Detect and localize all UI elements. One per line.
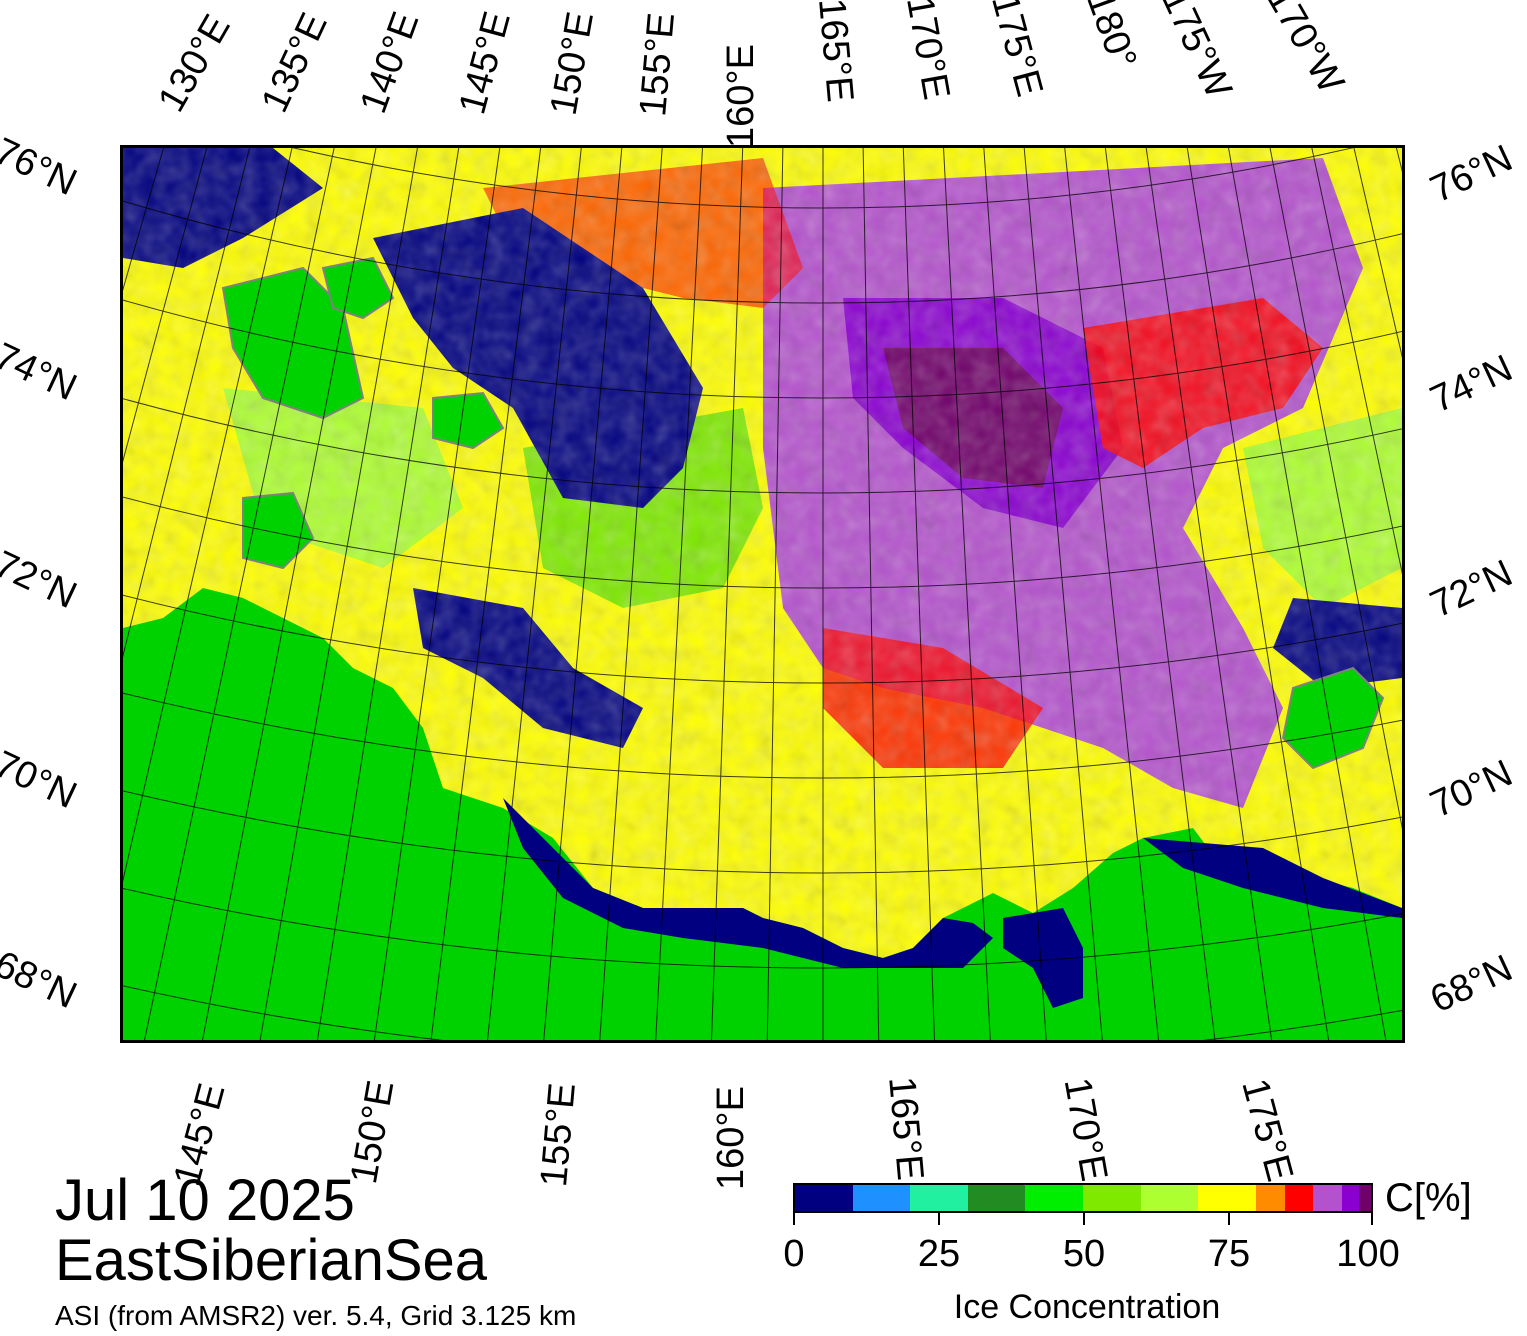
lon-label-top: 160°E — [720, 44, 762, 148]
product-info: ASI (from AMSR2) ver. 5.4, Grid 3.125 km — [55, 1300, 577, 1331]
lon-label-top: 165°E — [810, 0, 861, 104]
meridian-line — [1023, 148, 1103, 1040]
map-canvas — [123, 148, 1402, 1040]
meridian-line — [316, 148, 460, 1040]
meridian-line — [1353, 148, 1402, 359]
lat-label-left: 68°N — [0, 943, 83, 1018]
wrangel-island — [1281, 666, 1385, 770]
colorbar-segment — [1140, 1185, 1199, 1211]
meridian-line — [373, 148, 501, 1040]
chaun-bay-water — [1003, 908, 1083, 1008]
meridian-line — [711, 148, 744, 1040]
meridian-line — [430, 148, 542, 1040]
colorbar-tick-label: 50 — [1062, 1233, 1106, 1275]
lat-label-right: 68°N — [1424, 947, 1519, 1022]
colorbar-segment — [1342, 1185, 1360, 1211]
colorbar — [793, 1183, 1373, 1213]
meridian-line — [1228, 148, 1387, 1040]
lon-label-top: 175°W — [1153, 0, 1240, 105]
meridian-line — [487, 148, 582, 1040]
meridian-line — [655, 148, 703, 1040]
meridian-line — [202, 148, 377, 1040]
colorbar-segment — [910, 1185, 968, 1211]
colorbar-segment — [1313, 1185, 1343, 1211]
lat-label-left: 74°N — [0, 335, 83, 410]
meridian-line — [862, 148, 880, 1040]
meridian-line — [144, 148, 335, 1040]
lat-label-right: 74°N — [1424, 347, 1519, 422]
colorbar-segment — [967, 1185, 1026, 1211]
meridian-line — [1186, 148, 1330, 1040]
meridian-line — [1311, 148, 1402, 575]
lat-label-right: 76°N — [1424, 137, 1519, 212]
lon-label-bottom: 160°E — [710, 1086, 752, 1190]
lon-label-top: 150°E — [542, 8, 603, 119]
island-south — [242, 491, 315, 570]
lon-label-top: 175°E — [983, 0, 1051, 101]
meridian-line — [902, 148, 935, 1040]
lon-label-bottom: 175°E — [1233, 1074, 1301, 1186]
colorbar-tick-label: 25 — [917, 1233, 961, 1275]
meridian-line — [123, 148, 251, 658]
colorbar-segment — [1025, 1185, 1083, 1211]
map-date: Jul 10 2025 — [55, 1168, 355, 1233]
lon-label-top: 170°E — [898, 0, 958, 103]
colorbar-segment — [852, 1185, 911, 1211]
colorbar-segment — [1359, 1185, 1371, 1211]
colorbar-segment — [1198, 1185, 1256, 1211]
graticule — [123, 148, 1402, 1040]
region-name: EastSiberianSea — [55, 1228, 488, 1293]
lon-label-top: 180° — [1078, 0, 1145, 75]
colorbar-tick-label: 100 — [1336, 1233, 1400, 1275]
lon-label-bottom: 170°E — [1055, 1074, 1116, 1185]
lat-label-left: 76°N — [0, 130, 83, 205]
lon-label-top: 145°E — [451, 7, 519, 119]
meridian-line — [943, 148, 991, 1040]
lon-label-top: 135°E — [253, 6, 336, 119]
lat-label-right: 72°N — [1424, 552, 1519, 627]
meridian-line — [259, 148, 418, 1040]
meridian-line — [123, 148, 293, 883]
colorbar-title: Ice Concentration — [953, 1288, 1221, 1326]
lat-label-right: 70°N — [1424, 752, 1519, 827]
colorbar-tick-label: 0 — [783, 1233, 805, 1275]
meridian-line — [599, 148, 663, 1040]
colorbar-tick-label: 75 — [1207, 1233, 1251, 1275]
lon-label-top: 140°E — [352, 6, 428, 119]
colorbar-unit: C[%] — [1385, 1176, 1472, 1220]
lon-label-top: 170°W — [1258, 0, 1352, 101]
meridian-line — [543, 148, 623, 1040]
lat-label-left: 70°N — [0, 743, 83, 818]
lon-label-bottom: 165°E — [880, 1074, 932, 1183]
ice-concentration-map — [120, 145, 1405, 1043]
colorbar-tick — [1371, 1213, 1373, 1225]
colorbar-segment — [795, 1185, 853, 1211]
coastal-water-east — [1143, 838, 1402, 918]
meridian-line — [123, 148, 208, 463]
colorbar-tick — [1083, 1213, 1085, 1225]
lon-label-top: 155°E — [632, 10, 684, 119]
meridian-line — [1395, 148, 1402, 173]
lat-label-left: 72°N — [0, 543, 83, 618]
bennett-island — [432, 391, 505, 450]
colorbar-tick — [1228, 1213, 1230, 1225]
colorbar-segment — [1284, 1185, 1314, 1211]
lon-label-top: 130°E — [150, 7, 239, 119]
meridian-line — [1145, 148, 1273, 1040]
lon-label-bottom: 155°E — [533, 1081, 584, 1189]
colorbar-tick — [938, 1213, 940, 1225]
colorbar-segment — [1255, 1185, 1285, 1211]
meridian-line — [1269, 148, 1402, 830]
meridian-line — [1104, 148, 1216, 1040]
meridian-line — [1064, 148, 1159, 1040]
coastal-open-water — [503, 798, 993, 968]
colorbar-tick — [793, 1213, 795, 1225]
colorbar-segment — [1082, 1185, 1141, 1211]
meridian-line — [766, 148, 784, 1040]
meridian-line — [983, 148, 1047, 1040]
